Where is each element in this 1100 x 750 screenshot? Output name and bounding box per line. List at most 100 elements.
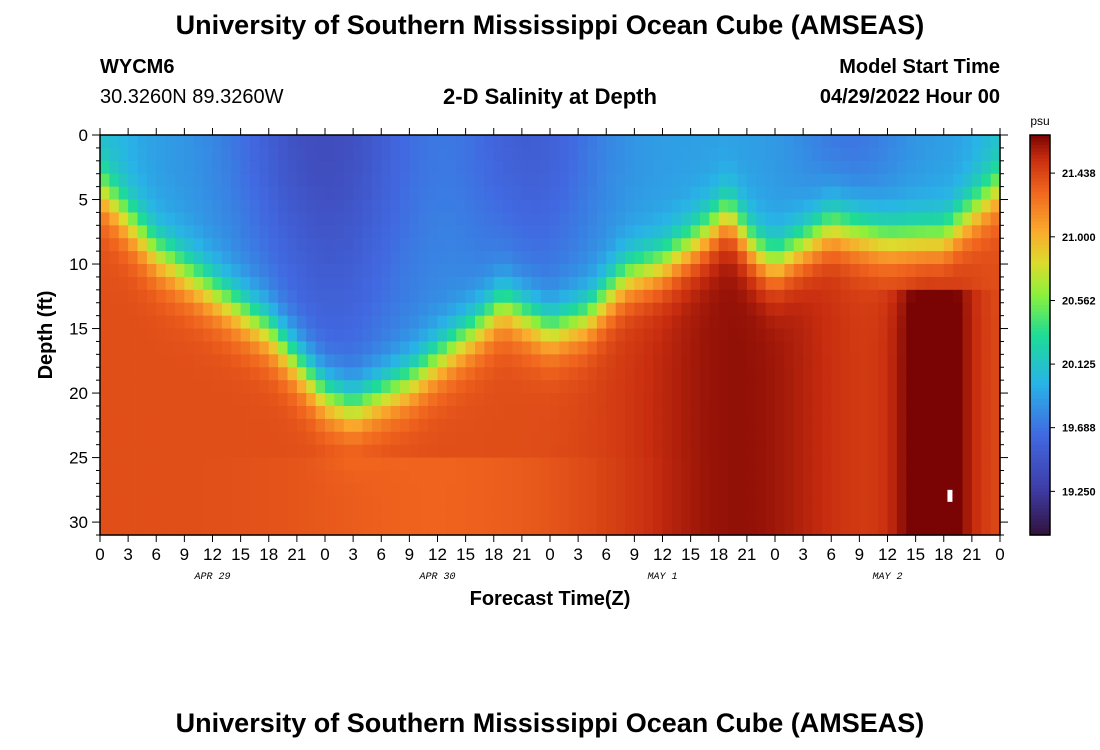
- heatmap-cell: [971, 315, 982, 330]
- heatmap-cell: [212, 509, 223, 523]
- heatmap-cell: [925, 354, 935, 368]
- heatmap-cell: [456, 431, 467, 446]
- heatmap-cell: [896, 470, 907, 484]
- heatmap-cell: [156, 212, 167, 226]
- heatmap-cell: [409, 470, 420, 484]
- heatmap-cell: [212, 522, 223, 536]
- heatmap-cell: [400, 522, 410, 536]
- heatmap-cell: [175, 457, 185, 472]
- heatmap-cell: [662, 276, 673, 291]
- heatmap-cell: [231, 509, 242, 523]
- heatmap-cell: [784, 509, 795, 523]
- heatmap-cell: [934, 393, 945, 407]
- heatmap-cell: [118, 238, 129, 252]
- heatmap-cell: [634, 522, 645, 536]
- heatmap-cell: [428, 264, 439, 278]
- heatmap-cell: [100, 251, 110, 265]
- heatmap-cell: [962, 276, 973, 291]
- heatmap-cell: [512, 522, 523, 536]
- heatmap-cell: [325, 264, 335, 278]
- heatmap-cell: [662, 470, 673, 484]
- x-tick-label: 15: [906, 545, 925, 564]
- heatmap-cell: [409, 251, 420, 265]
- heatmap-cell: [840, 251, 851, 265]
- heatmap-cell: [943, 509, 954, 523]
- heatmap-cell: [821, 160, 832, 175]
- heatmap-cell: [915, 147, 926, 162]
- heatmap-cell: [728, 276, 739, 291]
- heatmap-cell: [531, 393, 542, 407]
- heatmap-cell: [268, 173, 279, 188]
- heatmap-cell: [371, 251, 382, 265]
- heatmap-cell: [878, 289, 889, 304]
- heatmap-cell: [550, 212, 560, 226]
- heatmap-cell: [437, 238, 448, 252]
- heatmap-cell: [353, 354, 364, 368]
- heatmap-cell: [925, 483, 935, 497]
- heatmap-cell: [784, 238, 795, 252]
- heatmap-cell: [578, 315, 589, 330]
- heatmap-cell: [503, 483, 514, 497]
- heatmap-cell: [428, 173, 439, 188]
- heatmap-cell: [906, 225, 917, 239]
- heatmap-cell: [634, 380, 645, 394]
- heatmap-cell: [137, 289, 148, 304]
- heatmap-cell: [184, 470, 195, 484]
- heatmap-cell: [700, 470, 710, 484]
- heatmap-cell: [465, 367, 476, 381]
- heatmap-cell: [803, 496, 814, 510]
- heatmap-cell: [962, 199, 973, 214]
- heatmap-cell: [203, 302, 214, 317]
- heatmap-cell: [671, 418, 682, 433]
- colorbar-segment: [1030, 295, 1050, 299]
- heatmap-cell: [521, 522, 532, 536]
- y-tick-label: 0: [79, 126, 88, 145]
- heatmap-cell: [165, 147, 176, 162]
- heatmap-cell: [343, 380, 354, 394]
- heatmap-cell: [484, 173, 495, 188]
- heatmap-cell: [362, 135, 373, 149]
- heatmap-cell: [568, 380, 579, 394]
- heatmap-cell: [268, 289, 279, 304]
- heatmap-cell: [137, 380, 148, 394]
- heatmap-cell: [840, 199, 851, 214]
- heatmap-cell: [803, 405, 814, 420]
- heatmap-cell: [568, 173, 579, 188]
- heatmap-cell: [578, 328, 589, 343]
- heatmap-cell: [953, 418, 964, 433]
- heatmap-cell: [962, 264, 973, 278]
- heatmap-cell: [840, 367, 851, 381]
- heatmap-cell: [409, 276, 420, 291]
- colorbar-segment: [1030, 291, 1050, 296]
- heatmap-cell: [221, 173, 232, 188]
- heatmap-cell: [400, 160, 410, 175]
- heatmap-cell: [278, 380, 289, 394]
- heatmap-cell: [390, 509, 401, 523]
- heatmap-cell: [334, 470, 345, 484]
- heatmap-cell: [203, 444, 214, 459]
- heatmap-cell: [615, 212, 626, 226]
- heatmap-cell: [634, 431, 645, 446]
- heatmap-cell: [296, 315, 307, 330]
- heatmap-cell: [315, 251, 326, 265]
- heatmap-cell: [634, 457, 645, 472]
- heatmap-cell: [250, 135, 260, 149]
- heatmap-cell: [962, 160, 973, 175]
- heatmap-cell: [165, 238, 176, 252]
- colorbar-segment: [1030, 205, 1050, 209]
- heatmap-cell: [446, 509, 457, 523]
- heatmap-cell: [287, 315, 298, 330]
- heatmap-cell: [203, 431, 214, 446]
- heatmap-cell: [146, 405, 157, 420]
- heatmap-cell: [821, 173, 832, 188]
- heatmap-cell: [887, 289, 898, 304]
- heatmap-cell: [334, 147, 345, 162]
- heatmap-cell: [934, 509, 945, 523]
- heatmap-cell: [381, 418, 392, 433]
- heatmap-cell: [962, 431, 973, 446]
- heatmap-cell: [587, 341, 598, 355]
- heatmap-cell: [634, 496, 645, 510]
- heatmap-cell: [803, 444, 814, 459]
- heatmap-cell: [437, 302, 448, 317]
- heatmap-cell: [934, 160, 945, 175]
